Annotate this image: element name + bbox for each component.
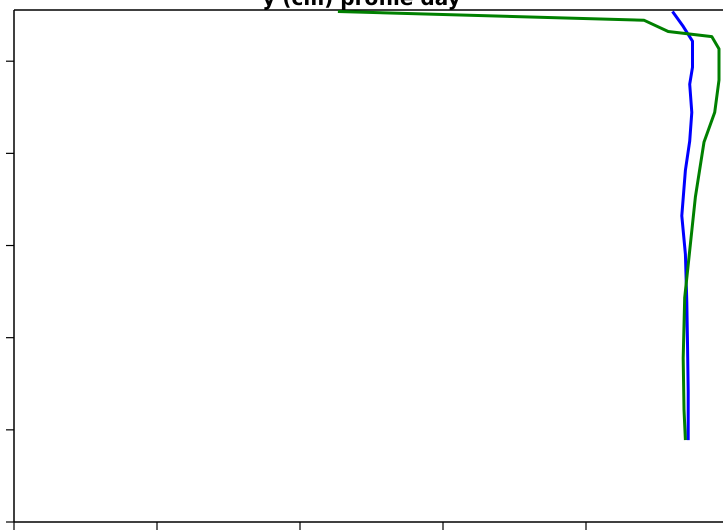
- axes: [6, 9, 723, 530]
- data-lines: [337, 10, 721, 441]
- series-line-1: [671, 10, 694, 441]
- series-line-2: [337, 10, 721, 441]
- chart-title: y (cm) profile day: [0, 0, 723, 10]
